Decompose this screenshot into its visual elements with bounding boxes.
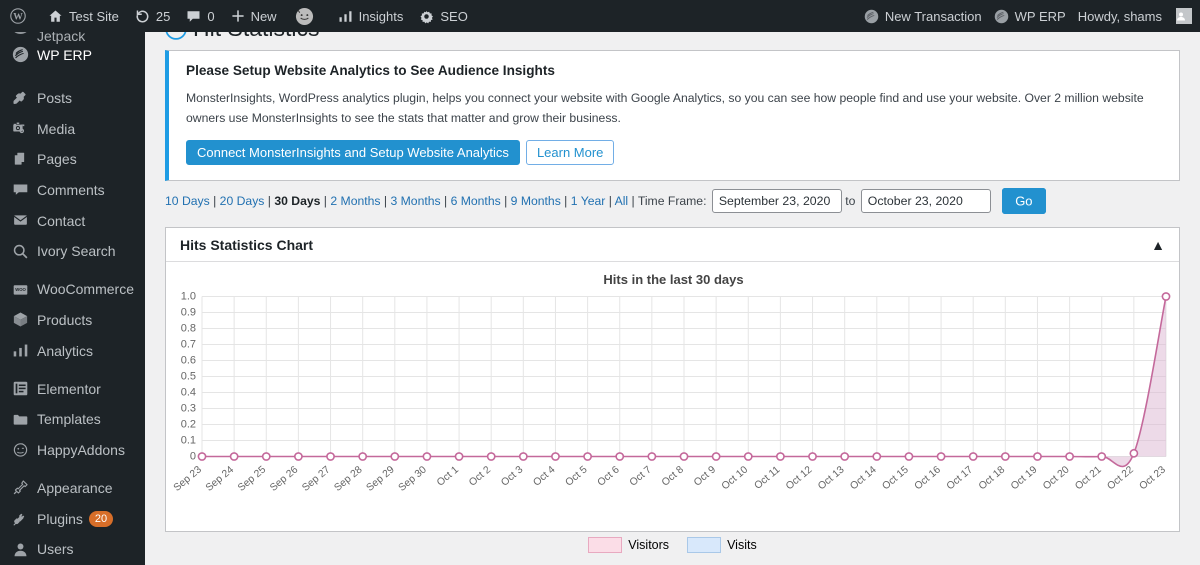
svg-text:Sep 25: Sep 25 [236, 464, 268, 494]
svg-text:Sep 23: Sep 23 [172, 464, 204, 494]
svg-text:Oct 1: Oct 1 [435, 464, 461, 488]
svg-text:0.1: 0.1 [181, 435, 196, 447]
svg-text:Oct 20: Oct 20 [1041, 464, 1072, 492]
svg-text:Oct 4: Oct 4 [531, 464, 557, 488]
svg-text:Sep 27: Sep 27 [300, 464, 332, 494]
svg-text:0.5: 0.5 [181, 371, 196, 383]
svg-text:0.2: 0.2 [181, 419, 196, 431]
svg-text:WOO: WOO [15, 287, 26, 292]
svg-text:Oct 8: Oct 8 [660, 464, 686, 488]
svg-text:Oct 5: Oct 5 [564, 464, 590, 488]
svg-text:Oct 12: Oct 12 [784, 464, 815, 492]
svg-text:Oct 2: Oct 2 [467, 464, 493, 488]
svg-text:Oct 15: Oct 15 [881, 464, 912, 492]
svg-text:Oct 18: Oct 18 [977, 464, 1008, 492]
svg-text:1.0: 1.0 [181, 291, 196, 303]
svg-text:Sep 29: Sep 29 [365, 464, 397, 494]
svg-text:Oct 11: Oct 11 [753, 464, 783, 492]
svg-text:Oct 16: Oct 16 [913, 464, 944, 492]
svg-text:Oct 21: Oct 21 [1073, 464, 1104, 492]
svg-text:Oct 13: Oct 13 [816, 464, 847, 492]
svg-text:Oct 17: Oct 17 [945, 464, 976, 492]
svg-text:Sep 26: Sep 26 [268, 464, 300, 494]
svg-text:0.9: 0.9 [181, 307, 196, 319]
svg-text:Sep 24: Sep 24 [204, 464, 236, 494]
svg-text:Oct 23: Oct 23 [1138, 464, 1169, 492]
svg-text:Oct 3: Oct 3 [499, 464, 525, 488]
svg-text:0.4: 0.4 [181, 387, 196, 399]
svg-text:Sep 30: Sep 30 [397, 464, 429, 494]
svg-text:W: W [13, 12, 23, 23]
svg-text:Oct 22: Oct 22 [1105, 464, 1136, 492]
svg-text:Oct 14: Oct 14 [848, 464, 879, 492]
svg-text:0: 0 [190, 451, 196, 463]
svg-text:0.7: 0.7 [181, 339, 196, 351]
svg-text:0.3: 0.3 [181, 403, 196, 415]
svg-text:Hits in the last 30 days: Hits in the last 30 days [603, 272, 743, 287]
svg-text:Sep 28: Sep 28 [333, 464, 365, 494]
svg-text:Oct 19: Oct 19 [1009, 464, 1040, 492]
svg-text:Oct 6: Oct 6 [596, 464, 622, 488]
svg-text:0.8: 0.8 [181, 323, 196, 335]
svg-text:Oct 7: Oct 7 [628, 464, 654, 488]
svg-text:0.6: 0.6 [181, 355, 196, 367]
svg-text:Oct 9: Oct 9 [692, 464, 718, 488]
svg-text:Oct 10: Oct 10 [720, 464, 751, 492]
